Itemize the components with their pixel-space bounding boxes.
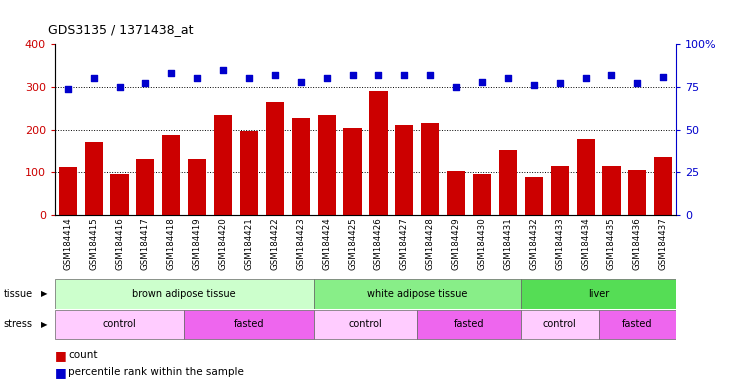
Text: count: count — [68, 350, 97, 360]
Text: GSM184430: GSM184430 — [477, 217, 487, 270]
Text: ▶: ▶ — [41, 289, 48, 298]
Point — [373, 72, 385, 78]
Text: GSM184432: GSM184432 — [529, 217, 538, 270]
Text: control: control — [543, 319, 577, 329]
Bar — [55, 310, 184, 339]
Text: stress: stress — [4, 319, 33, 329]
Bar — [521, 279, 676, 308]
Bar — [654, 157, 673, 215]
Point — [217, 67, 229, 73]
Text: GSM184418: GSM184418 — [167, 217, 176, 270]
Bar — [599, 310, 676, 339]
Point — [62, 86, 74, 92]
Bar — [447, 172, 465, 215]
Point — [476, 79, 488, 85]
Text: ▶: ▶ — [41, 320, 48, 329]
Text: GSM184431: GSM184431 — [504, 217, 512, 270]
Bar — [266, 102, 284, 215]
Point — [88, 75, 99, 81]
Text: GSM184427: GSM184427 — [400, 217, 409, 270]
Text: GSM184433: GSM184433 — [555, 217, 564, 270]
Point — [554, 80, 566, 86]
Text: GSM184419: GSM184419 — [193, 217, 202, 270]
Point — [580, 75, 591, 81]
Text: percentile rank within the sample: percentile rank within the sample — [68, 367, 244, 377]
Text: GDS3135 / 1371438_at: GDS3135 / 1371438_at — [48, 23, 193, 36]
Bar — [421, 123, 439, 215]
Bar — [162, 135, 181, 215]
Text: GSM184424: GSM184424 — [322, 217, 331, 270]
Point — [502, 75, 514, 81]
Bar — [137, 159, 154, 215]
Text: GSM184422: GSM184422 — [270, 217, 279, 270]
Point — [243, 75, 255, 81]
Text: GSM184415: GSM184415 — [89, 217, 98, 270]
Bar — [292, 118, 310, 215]
Bar — [214, 115, 232, 215]
Text: GSM184429: GSM184429 — [452, 217, 461, 270]
Text: GSM184417: GSM184417 — [141, 217, 150, 270]
Point — [657, 74, 669, 80]
Point — [632, 80, 643, 86]
Text: fasted: fasted — [622, 319, 653, 329]
Point — [295, 79, 306, 85]
Text: GSM184414: GSM184414 — [64, 217, 72, 270]
Text: GSM184423: GSM184423 — [296, 217, 306, 270]
Bar — [314, 310, 417, 339]
Bar — [240, 131, 258, 215]
Point — [140, 80, 151, 86]
Text: GSM184416: GSM184416 — [115, 217, 124, 270]
Text: GSM184420: GSM184420 — [219, 217, 227, 270]
Point — [425, 72, 436, 78]
Text: GSM184421: GSM184421 — [244, 217, 254, 270]
Point — [114, 84, 126, 90]
Text: GSM184434: GSM184434 — [581, 217, 590, 270]
Point — [528, 82, 539, 88]
Bar — [628, 170, 646, 215]
Text: GSM184437: GSM184437 — [659, 217, 667, 270]
Text: white adipose tissue: white adipose tissue — [367, 289, 467, 299]
Bar — [188, 159, 206, 215]
Bar — [473, 174, 491, 215]
Text: GSM184436: GSM184436 — [633, 217, 642, 270]
Text: fasted: fasted — [454, 319, 485, 329]
Point — [450, 84, 462, 90]
Bar — [550, 166, 569, 215]
Bar — [184, 310, 314, 339]
Bar — [85, 142, 103, 215]
Point — [192, 75, 203, 81]
Bar — [499, 150, 517, 215]
Bar — [525, 177, 543, 215]
Bar — [577, 139, 594, 215]
Bar — [521, 310, 599, 339]
Bar — [417, 310, 521, 339]
Text: control: control — [102, 319, 137, 329]
Text: control: control — [349, 319, 382, 329]
Text: fasted: fasted — [234, 319, 264, 329]
Bar — [55, 279, 314, 308]
Bar — [317, 115, 336, 215]
Text: tissue: tissue — [4, 289, 33, 299]
Text: liver: liver — [588, 289, 609, 299]
Point — [398, 72, 410, 78]
Bar — [369, 91, 387, 215]
Point — [165, 70, 177, 76]
Text: GSM184425: GSM184425 — [348, 217, 357, 270]
Text: ■: ■ — [55, 349, 71, 362]
Bar — [395, 125, 414, 215]
Point — [321, 75, 333, 81]
Text: GSM184428: GSM184428 — [425, 217, 435, 270]
Text: GSM184426: GSM184426 — [374, 217, 383, 270]
Point — [605, 72, 617, 78]
Bar — [58, 167, 77, 215]
Point — [269, 72, 281, 78]
Point — [346, 72, 358, 78]
Bar — [602, 166, 621, 215]
Text: ■: ■ — [55, 366, 71, 379]
Bar — [110, 174, 129, 215]
Bar — [344, 128, 362, 215]
Bar — [314, 279, 520, 308]
Text: GSM184435: GSM184435 — [607, 217, 616, 270]
Text: brown adipose tissue: brown adipose tissue — [132, 289, 236, 299]
